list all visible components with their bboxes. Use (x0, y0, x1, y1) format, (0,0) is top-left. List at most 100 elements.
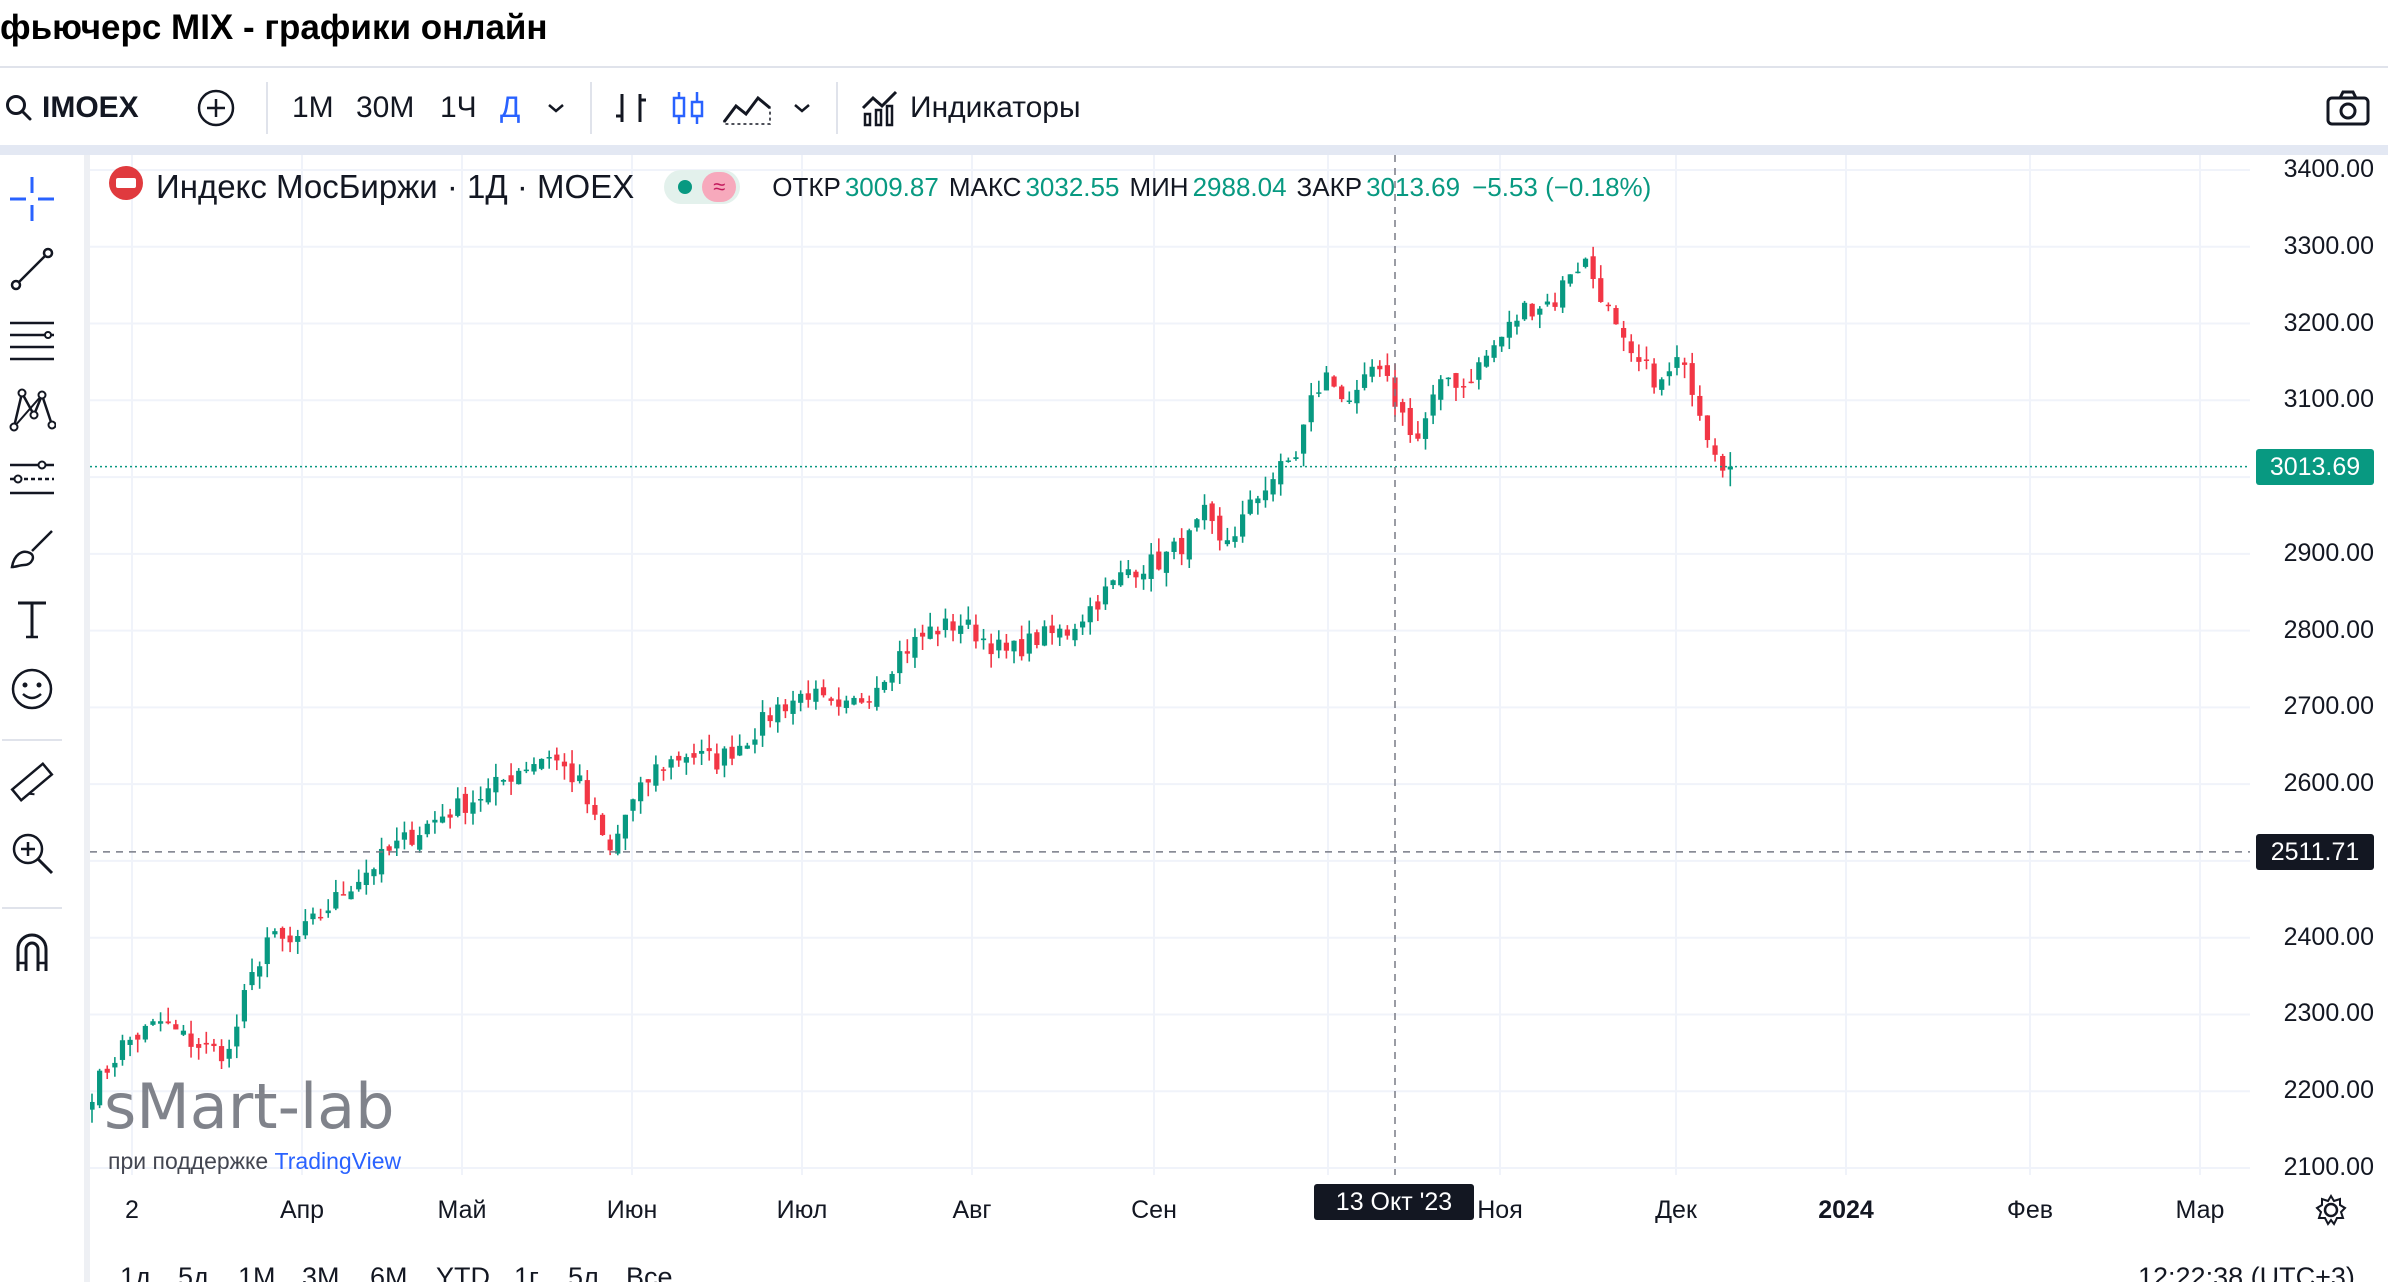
candle-down (935, 630, 941, 635)
candle-up (516, 770, 522, 785)
candle-up (1316, 392, 1322, 394)
range-ytd[interactable]: YTD (436, 1262, 490, 1282)
trendline-tool[interactable] (4, 243, 60, 299)
candle-up (996, 639, 1002, 651)
interval-day[interactable]: Д (500, 91, 521, 124)
open-value: 3009.87 (844, 171, 939, 202)
candle-down (1681, 362, 1688, 365)
candle-down (714, 753, 720, 770)
range-3m[interactable]: 3М (302, 1262, 340, 1282)
candle-up (1567, 274, 1573, 284)
chevron-down-icon (790, 96, 814, 120)
interval-dropdown[interactable] (544, 72, 568, 144)
candle-up (500, 779, 507, 782)
candle-up (1232, 536, 1238, 542)
compare-button[interactable] (196, 72, 236, 144)
candle-down (1598, 278, 1604, 302)
candle-down (409, 829, 415, 845)
interval-1m[interactable]: 1М (292, 91, 334, 124)
candle-up (1293, 457, 1299, 460)
zoom-tool[interactable] (4, 827, 60, 883)
range-1d[interactable]: 1д (120, 1262, 151, 1282)
candle-down (1697, 395, 1703, 416)
interval-30m[interactable]: 30М (356, 91, 415, 124)
chart-type-button[interactable] (722, 72, 772, 144)
change-value: −5.53 (−0.18%) (1472, 171, 1652, 202)
chart-canvas[interactable] (89, 155, 2388, 1282)
projection-tool[interactable] (4, 453, 60, 509)
candle-up (1186, 530, 1192, 560)
candle-up (630, 799, 636, 811)
candle-up (493, 776, 499, 793)
candle-up (272, 931, 278, 935)
range-5y[interactable]: 5л (568, 1262, 599, 1282)
candle-up (1514, 320, 1520, 327)
candle-up (119, 1040, 126, 1060)
candle-down (1590, 256, 1596, 279)
candle-up (1491, 345, 1497, 358)
candle-down (592, 804, 598, 815)
market-status-badge[interactable]: ≈ (664, 170, 741, 204)
range-all[interactable]: Все (626, 1262, 673, 1282)
candle-down (1689, 363, 1695, 395)
price-scale-label: 2900.00 (2283, 538, 2374, 567)
candle-up (1087, 606, 1093, 623)
candle-down (904, 651, 910, 654)
price-scale-label: 2600.00 (2283, 769, 2374, 798)
candle-up (744, 745, 750, 749)
candle-down (820, 687, 827, 696)
candle-down (607, 839, 613, 851)
candle-up (241, 990, 247, 1022)
range-1m[interactable]: 1М (238, 1262, 276, 1282)
clock[interactable]: 12:22:38 (UTC+3) (2138, 1262, 2355, 1282)
candle-up (478, 799, 484, 801)
candles-style-button[interactable] (670, 72, 706, 144)
candle-up (1125, 569, 1131, 576)
time-scale-label: Дек (1655, 1196, 1697, 1224)
chart-settings-button[interactable] (2306, 1190, 2356, 1234)
fib-tool[interactable] (4, 313, 60, 369)
pattern-tool[interactable] (4, 383, 60, 439)
candle-up (759, 712, 766, 736)
chart-type-dropdown[interactable] (790, 72, 814, 144)
range-6m[interactable]: 6М (370, 1262, 408, 1282)
candle-up (89, 1101, 95, 1110)
price-scale-label: 2800.00 (2283, 615, 2374, 644)
brush-tool[interactable] (4, 523, 60, 579)
candle-up (958, 625, 964, 634)
indicators-button[interactable]: Индикаторы (860, 72, 1081, 144)
range-5d[interactable]: 5д (178, 1262, 209, 1282)
candle-up (1201, 504, 1208, 521)
candle-up (668, 759, 674, 768)
candle-down (1003, 642, 1009, 651)
time-scale-label: Мар (2175, 1196, 2225, 1224)
candle-up (1544, 301, 1551, 305)
emoji-tool[interactable] (4, 663, 60, 719)
tradingview-link[interactable]: TradingView (274, 1148, 402, 1174)
candle-up (965, 619, 971, 625)
price-chart[interactable] (89, 155, 2388, 1282)
magnet-tool[interactable] (4, 925, 60, 981)
candle-up (150, 1021, 156, 1025)
range-1y[interactable]: 1г (514, 1262, 539, 1282)
candle-up (142, 1025, 148, 1040)
crosshair-tool[interactable] (4, 173, 60, 229)
candle-up (1148, 554, 1154, 579)
candle-up (356, 881, 362, 890)
time-scale-label: 2024 (1818, 1196, 1874, 1224)
candle-down (919, 632, 926, 637)
candle-up (295, 936, 301, 942)
candle-down (1377, 365, 1383, 370)
symbol-search[interactable]: IMOEX (4, 72, 139, 144)
time-scale-label: Фев (2006, 1196, 2054, 1224)
candle-up (157, 1021, 164, 1024)
bar-style-button[interactable] (612, 72, 650, 144)
candle-down (173, 1024, 179, 1030)
candle-up (394, 840, 400, 849)
interval-1h[interactable]: 1Ч (440, 91, 477, 124)
candle-down (645, 779, 651, 783)
measure-tool[interactable] (4, 757, 60, 813)
candle-down (218, 1046, 225, 1062)
screenshot-button[interactable] (2326, 72, 2370, 144)
text-tool[interactable] (4, 593, 60, 649)
